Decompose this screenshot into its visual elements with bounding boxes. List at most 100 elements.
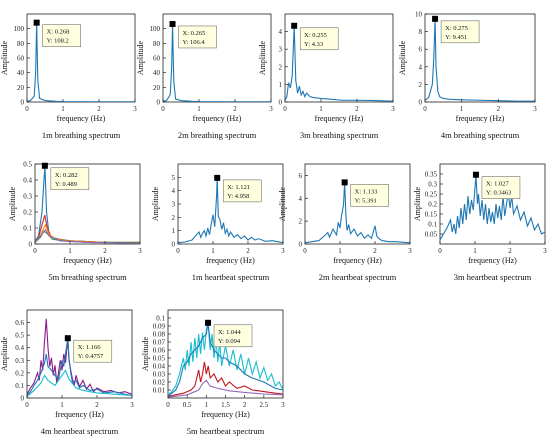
datatip-y-text: Y: 9.451 (445, 34, 467, 41)
y-tick-label: 0.1 (428, 221, 437, 229)
x-tick-label: 0 (25, 401, 29, 409)
series-line-1 (27, 318, 132, 395)
x-tick-label: 1 (68, 247, 72, 255)
y-tick-label: 2 (299, 218, 303, 226)
plot-frame (162, 13, 272, 103)
x-tick-label: 3 (543, 247, 547, 255)
x-tick-label: 0 (303, 247, 307, 255)
datatip-box (481, 176, 521, 199)
y-axis-label: Amplitude (278, 186, 287, 221)
series-line-3 (27, 369, 132, 398)
x-axis-label: frequency (Hz) (456, 114, 505, 123)
y-tick-label: 0.1 (15, 382, 24, 390)
y-tick-label: 4 (299, 195, 303, 203)
plot-frame (177, 163, 284, 245)
y-tick-label: 3 (172, 201, 176, 209)
y-axis-label: Amplitude (413, 186, 422, 221)
datatip-marker (291, 22, 298, 29)
series-line-1 (425, 18, 535, 102)
subplot-9: 0 1 2 3 0 0.1 0.2 0.3 0.4 0.5 0.6 frequency (Hz) Amp… (0, 309, 134, 436)
x-tick-label: 1 (205, 401, 209, 409)
datatip-box (213, 324, 253, 348)
x-tick-label: 2 (243, 401, 247, 409)
y-tick-label: 0.4 (23, 177, 32, 185)
x-tick-label: 1 (338, 247, 342, 255)
datatip-box (350, 184, 389, 207)
y-axis-label: Amplitude (141, 336, 150, 371)
x-tick-label: 2 (103, 247, 107, 255)
y-tick-label: 20 (153, 84, 161, 92)
y-tick-label: 100 (150, 25, 161, 33)
y-axis-label: Amplitude (0, 336, 9, 371)
plot-frame (439, 163, 546, 245)
y-tick-label: 0 (21, 395, 25, 403)
x-tick-label: 0 (166, 401, 170, 409)
y-tick-label: 4 (419, 63, 423, 71)
y-tick-label: 0 (299, 241, 303, 249)
datatip-marker (432, 15, 439, 22)
y-tick-label: 0.5 (23, 161, 32, 169)
y-axis-label: Amplitude (8, 186, 17, 221)
y-tick-label: 0.15 (425, 211, 438, 219)
x-tick-label: 3 (269, 105, 273, 113)
y-tick-label: 0.2 (15, 369, 24, 377)
subplot-8: 0 1 2 3 0.05 0.1 0.15 0.2 0.25 0.3 0.35 frequency (… (413, 163, 547, 282)
datatip-box (299, 27, 339, 51)
subplot-caption: 1m breathing spectrum (42, 130, 121, 140)
y-tick-label: 0.1 (23, 225, 32, 233)
y-tick-label: 0.06 (153, 347, 166, 355)
y-tick-label: 0.05 (425, 231, 438, 239)
datatip-marker (214, 174, 221, 181)
subplot-7: 0 1 2 3 0 2 4 6 frequency (Hz) Amplitude 2m heartb… (278, 163, 412, 282)
y-tick-label: 2 (172, 214, 176, 222)
datatip-box (440, 20, 480, 44)
subplot-10: 0 0.5 1 1.5 2 2.5 30.010.020.030.040.050.060.0… (141, 309, 285, 436)
datatip-box (42, 24, 81, 47)
y-tick-label: 0.02 (153, 379, 166, 387)
x-tick-label: 2 (97, 105, 101, 113)
y-tick-label: 0.03 (153, 371, 166, 379)
x-tick-label: 2 (233, 105, 237, 113)
datatip-y-text: Y: 106.4 (183, 39, 206, 46)
datatip-marker (169, 20, 176, 27)
y-tick-label: 0.3 (23, 193, 32, 201)
datatip-y-text: Y: 4.33 (304, 41, 323, 48)
y-tick-label: 0 (21, 99, 25, 107)
x-axis-label: frequency (Hz) (315, 114, 364, 123)
series-line-1 (163, 23, 271, 102)
datatip-box (222, 179, 262, 203)
x-tick-label: 0 (283, 105, 287, 113)
series-line-1 (178, 177, 283, 244)
y-axis-label: Amplitude (151, 186, 160, 221)
datatip-x-text: X: 0.282 (55, 172, 78, 179)
x-tick-label: 3 (130, 401, 134, 409)
y-axis-label: Amplitude (136, 40, 145, 75)
x-tick-label: 3 (533, 105, 537, 113)
x-tick-label: 2 (508, 247, 512, 255)
y-tick-label: 2 (419, 81, 423, 89)
x-axis-label: frequency (Hz) (193, 114, 242, 123)
subplot-caption: 3m heartbeat spectrum (454, 272, 532, 282)
series-line-1 (440, 174, 545, 241)
x-tick-label: 0 (161, 105, 165, 113)
y-tick-label: 0.08 (153, 331, 166, 339)
x-tick-label: 1 (473, 247, 477, 255)
plot-frame (284, 13, 394, 103)
datatip-marker (341, 179, 348, 186)
y-tick-label: 80 (17, 40, 25, 48)
x-tick-label: 3 (281, 247, 285, 255)
y-tick-label: 60 (17, 55, 25, 63)
datatip-y-text: Y: 5.391 (355, 197, 377, 204)
series-line-2 (168, 322, 283, 397)
datatip-marker (472, 171, 479, 178)
y-tick-label: 0.5 (15, 332, 24, 340)
x-axis-label: frequency (Hz) (206, 256, 255, 265)
y-tick-label: 3 (279, 46, 283, 54)
series-line-1 (305, 182, 410, 244)
subplot-caption: 3m breathing spectrum (300, 130, 379, 140)
x-tick-label: 2 (355, 105, 359, 113)
series-line-1 (168, 322, 283, 396)
subplot-caption: 5m breathing spectrum (48, 272, 127, 282)
datatip-y-text: Y: 4.958 (227, 193, 249, 200)
